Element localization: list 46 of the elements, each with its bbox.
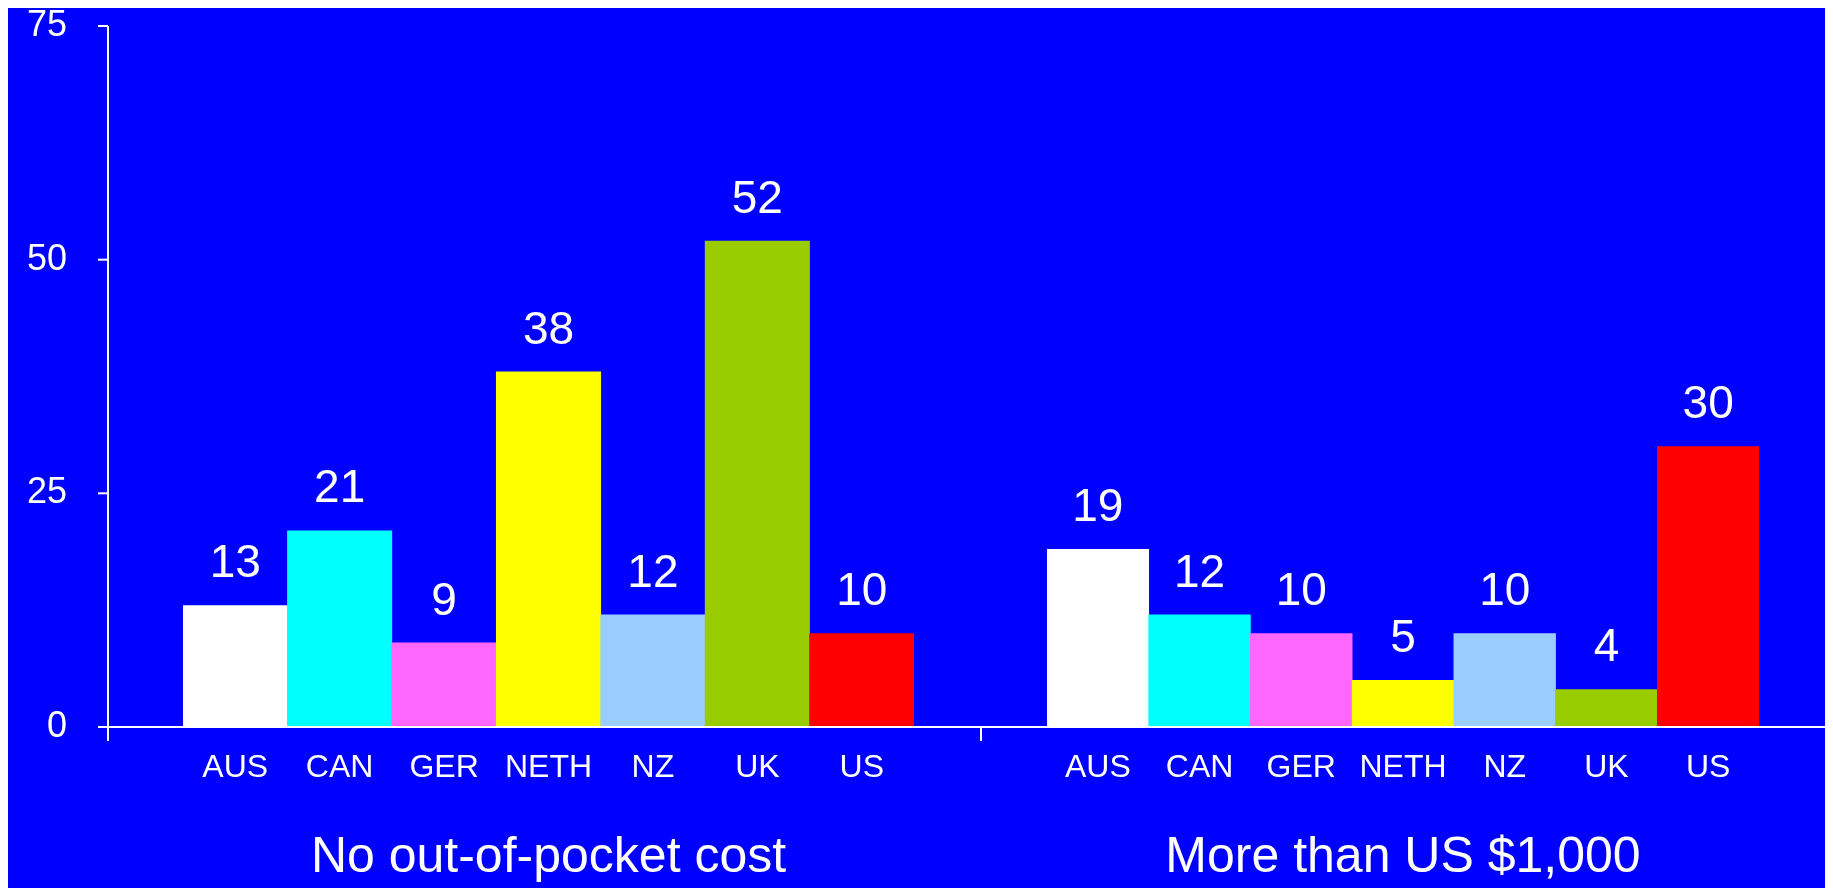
x-tick-label: NZ <box>631 748 675 785</box>
bar <box>600 614 706 727</box>
x-tick-label: GER <box>1266 748 1336 785</box>
data-label: 38 <box>522 301 575 354</box>
x-tick-label: CAN <box>305 748 374 785</box>
x-tick-label: NETH <box>504 748 593 785</box>
data-label: 12 <box>627 544 679 597</box>
data-label: 52 <box>731 170 783 223</box>
x-tick-label: UK <box>1584 748 1629 785</box>
bar <box>704 240 810 727</box>
x-tick-label: NETH <box>1359 748 1447 785</box>
bar <box>809 633 914 727</box>
x-tick-label: AUS <box>1064 748 1131 785</box>
data-label: 13 <box>209 535 261 588</box>
x-tick-label: AUS <box>202 748 269 785</box>
bar <box>287 530 393 727</box>
x-tick-label: US <box>839 748 885 785</box>
bar <box>1148 614 1251 727</box>
data-label: 12 <box>1173 544 1226 597</box>
x-tick-label: NZ <box>1483 748 1527 785</box>
y-tick-label: 75 <box>26 2 67 44</box>
y-tick-label: 25 <box>26 470 67 512</box>
x-axis-title: No out-of-pocket cost <box>310 826 787 883</box>
data-label: 21 <box>314 460 366 513</box>
data-label: 5 <box>1390 609 1416 662</box>
data-label: 9 <box>431 572 457 625</box>
x-tick-label: GER <box>409 748 479 785</box>
data-label: 10 <box>836 563 888 616</box>
data-label: 19 <box>1072 479 1124 532</box>
bar <box>391 642 497 727</box>
data-label: 4 <box>1593 619 1620 672</box>
bar <box>1555 689 1658 727</box>
x-tick-label: CAN <box>1165 748 1234 785</box>
y-tick-label: 0 <box>46 703 67 745</box>
bar <box>495 371 602 727</box>
x-tick-label: US <box>1685 748 1731 785</box>
y-tick-label: 50 <box>26 236 67 278</box>
data-label: 10 <box>1275 563 1327 616</box>
data-label: 10 <box>1479 563 1531 616</box>
x-axis-title: More than US $1,000 <box>1165 826 1641 883</box>
x-tick-label: UK <box>735 748 780 785</box>
bar <box>1351 679 1455 727</box>
data-label: 30 <box>1682 376 1734 429</box>
bar <box>1453 633 1556 727</box>
bar <box>1656 446 1759 727</box>
bar <box>1250 633 1353 727</box>
